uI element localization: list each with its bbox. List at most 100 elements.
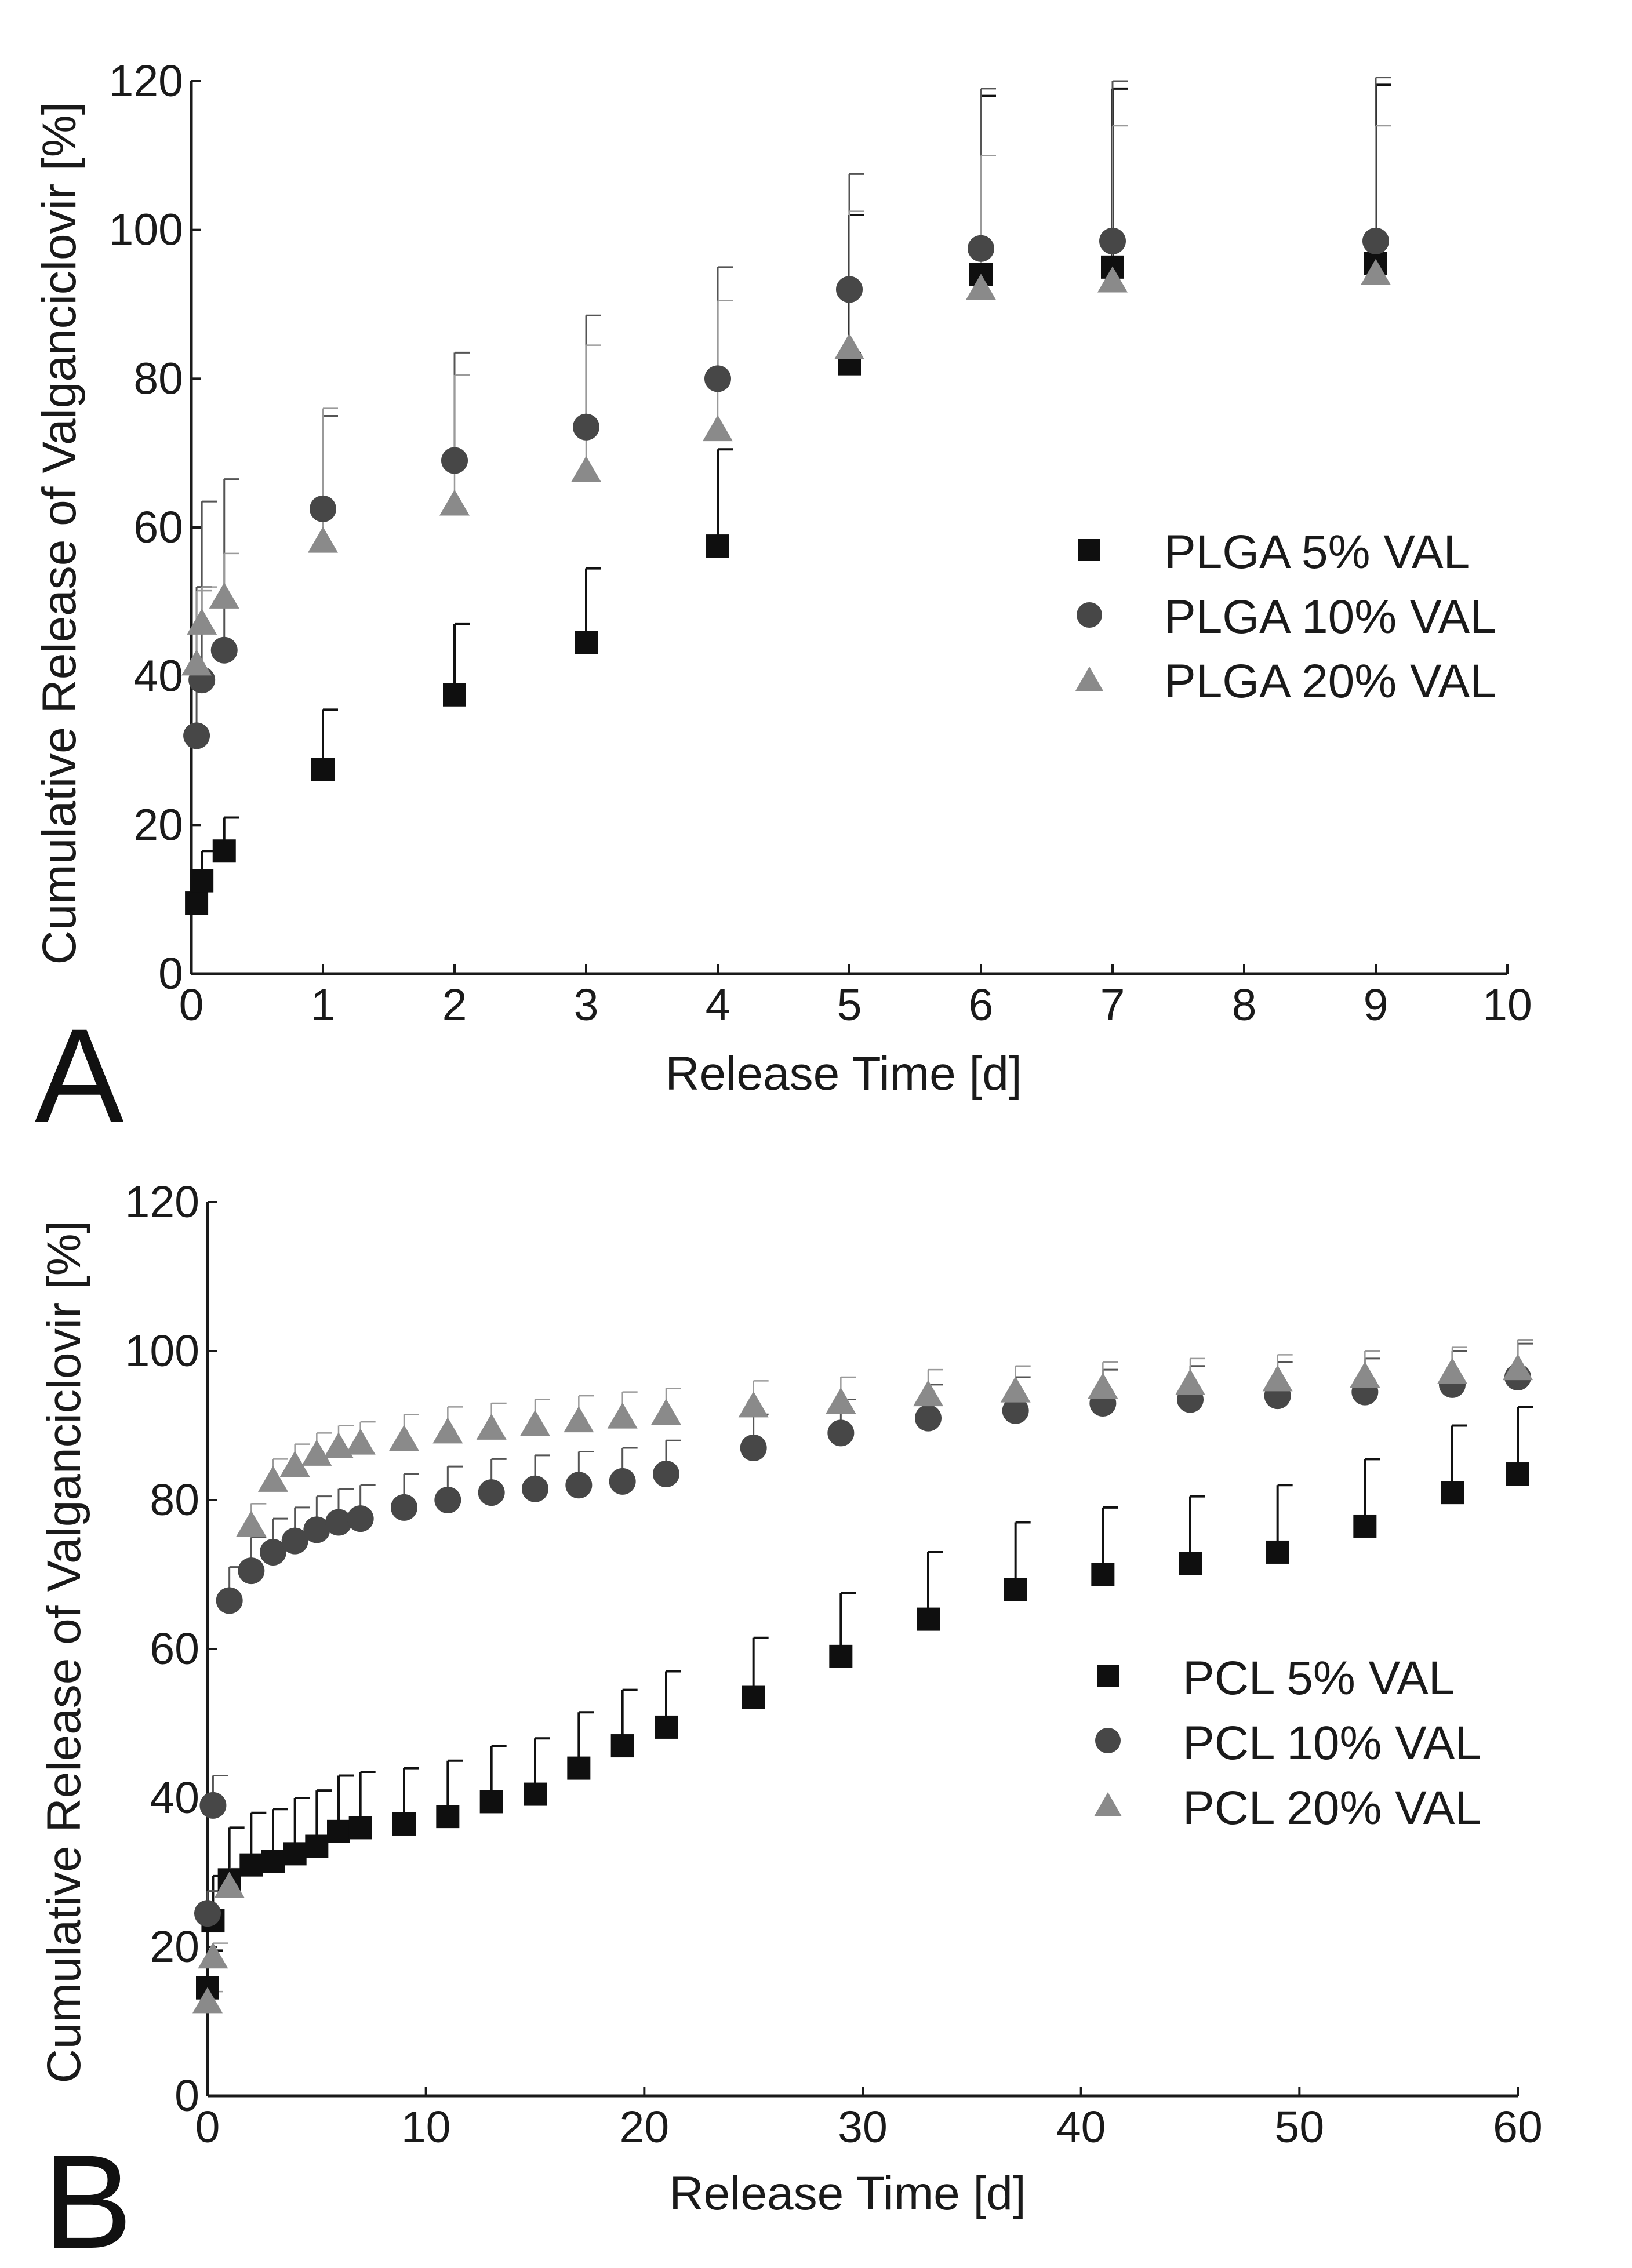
data-point-square bbox=[524, 1782, 547, 1806]
data-point-triangle bbox=[1437, 1357, 1467, 1384]
data-point-triangle bbox=[432, 1417, 463, 1444]
data-point-circle bbox=[836, 276, 863, 303]
y-tick-label: 120 bbox=[125, 1177, 199, 1227]
data-point-triangle bbox=[1088, 1373, 1118, 1399]
data-point-circle bbox=[347, 1505, 374, 1532]
y-tick-label: 100 bbox=[109, 205, 183, 255]
data-point-triangle bbox=[913, 1380, 943, 1407]
data-point-triangle bbox=[345, 1428, 376, 1455]
x-tick-label: 4 bbox=[706, 980, 730, 1030]
data-point-square bbox=[1266, 1540, 1289, 1564]
x-tick-label: 1 bbox=[311, 980, 336, 1030]
data-point-triangle bbox=[476, 1413, 507, 1440]
data-point-square bbox=[239, 1853, 263, 1877]
legend-item-plga-10: PLGA 10% VAL bbox=[1077, 591, 1496, 643]
panel-a-y-axis-title: Cumulative Release of Valganciclovir [%] bbox=[33, 102, 86, 965]
data-point-triangle bbox=[1000, 1376, 1031, 1403]
panel-a-legend: PLGA 5% VAL PLGA 10% VAL PLGA 20% VAL bbox=[1075, 526, 1496, 708]
data-point-circle bbox=[391, 1494, 417, 1521]
data-point-circle bbox=[740, 1435, 767, 1462]
data-point-circle bbox=[573, 413, 599, 441]
y-tick-label: 20 bbox=[133, 800, 183, 850]
panel-a-letter: A bbox=[35, 1001, 123, 1150]
legend-item-plga-5: PLGA 5% VAL bbox=[1078, 526, 1470, 578]
panel-a-axes bbox=[190, 80, 1509, 975]
data-point-triangle bbox=[607, 1402, 638, 1429]
data-point-circle bbox=[441, 447, 468, 474]
data-point-circle bbox=[238, 1557, 265, 1585]
panel-a-error-bars bbox=[195, 77, 1391, 904]
data-point-triangle bbox=[1175, 1368, 1205, 1395]
data-point-circle bbox=[325, 1509, 352, 1536]
x-tick-label: 3 bbox=[574, 980, 599, 1030]
data-point-square bbox=[443, 683, 466, 707]
legend-item-plga-20: PLGA 20% VAL bbox=[1075, 655, 1496, 708]
data-point-circle bbox=[434, 1487, 461, 1513]
data-point-square bbox=[392, 1812, 416, 1836]
data-point-triangle bbox=[520, 1410, 550, 1436]
legend-label-pcl-5: PCL 5% VAL bbox=[1183, 1652, 1455, 1705]
data-point-square bbox=[1353, 1514, 1377, 1538]
x-tick-label: 0 bbox=[179, 980, 204, 1030]
data-point-circle bbox=[704, 365, 731, 392]
panel-b-pcl: 0 10 20 30 40 50 60 0 20 40 60 80 100 120 Release Tim… bbox=[38, 1177, 1543, 2268]
data-point-triangle bbox=[209, 582, 239, 609]
data-point-square bbox=[1179, 1552, 1202, 1575]
data-point-square bbox=[190, 869, 214, 893]
legend-label-plga-20: PLGA 20% VAL bbox=[1164, 655, 1496, 708]
data-point-circle bbox=[199, 1792, 227, 1819]
y-tick-label: 0 bbox=[175, 2071, 199, 2121]
data-point-triangle bbox=[966, 274, 996, 300]
data-point-circle bbox=[1362, 227, 1389, 254]
x-tick-label: 7 bbox=[1100, 980, 1125, 1030]
x-tick-label: 0 bbox=[195, 2102, 220, 2152]
panel-a-data-points bbox=[181, 227, 1391, 915]
data-point-triangle bbox=[1503, 1354, 1533, 1381]
data-point-circle bbox=[310, 495, 336, 522]
legend-item-pcl-20: PCL 20% VAL bbox=[1094, 1782, 1481, 1834]
data-point-circle bbox=[260, 1538, 286, 1566]
data-point-square bbox=[610, 1734, 634, 1758]
x-tick-label: 20 bbox=[620, 2102, 670, 2152]
panel-b-x-axis-title: Release Time [d] bbox=[669, 2167, 1026, 2220]
data-point-triangle bbox=[389, 1425, 419, 1451]
data-point-circle bbox=[216, 1587, 243, 1614]
legend-square-marker bbox=[1078, 539, 1100, 561]
x-tick-label: 30 bbox=[838, 2102, 888, 2152]
x-tick-label: 2 bbox=[442, 980, 467, 1030]
x-tick-label: 5 bbox=[837, 980, 862, 1030]
data-point-square bbox=[742, 1685, 765, 1709]
data-point-square bbox=[311, 758, 335, 781]
x-tick-label: 40 bbox=[1056, 2102, 1106, 2152]
panel-b-y-axis-title: Cumulative Release of Valganciclovir [%] bbox=[38, 1221, 90, 2084]
data-point-square bbox=[185, 891, 209, 915]
x-tick-label: 50 bbox=[1275, 2102, 1325, 2152]
data-point-triangle bbox=[439, 489, 470, 516]
panel-b-letter: B bbox=[43, 2127, 132, 2268]
y-tick-label: 40 bbox=[133, 651, 183, 701]
data-point-circle bbox=[522, 1475, 548, 1502]
y-tick-label: 60 bbox=[133, 503, 183, 552]
y-tick-label: 60 bbox=[150, 1624, 199, 1674]
legend-label-pcl-10: PCL 10% VAL bbox=[1183, 1717, 1481, 1770]
data-point-square bbox=[212, 839, 236, 863]
panel-a-x-axis-title: Release Time [d] bbox=[665, 1047, 1022, 1100]
x-tick-label: 60 bbox=[1493, 2102, 1543, 2152]
data-point-circle bbox=[194, 1900, 221, 1927]
data-point-triangle bbox=[308, 526, 338, 553]
y-tick-label: 80 bbox=[133, 354, 183, 403]
data-point-circle bbox=[653, 1461, 679, 1488]
y-tick-label: 0 bbox=[158, 949, 183, 999]
data-point-circle bbox=[915, 1404, 942, 1432]
legend-circle-marker bbox=[1077, 602, 1102, 628]
data-point-square bbox=[1441, 1481, 1464, 1505]
data-point-triangle bbox=[301, 1439, 332, 1466]
legend-label-plga-10: PLGA 10% VAL bbox=[1164, 591, 1496, 643]
panel-b-tick-labels: 0 10 20 30 40 50 60 0 20 40 60 80 100 120 bbox=[125, 1177, 1543, 2152]
data-point-triangle bbox=[1262, 1365, 1293, 1392]
data-point-triangle bbox=[1097, 266, 1128, 293]
data-point-triangle bbox=[214, 1872, 245, 1898]
data-point-triangle bbox=[834, 333, 864, 359]
